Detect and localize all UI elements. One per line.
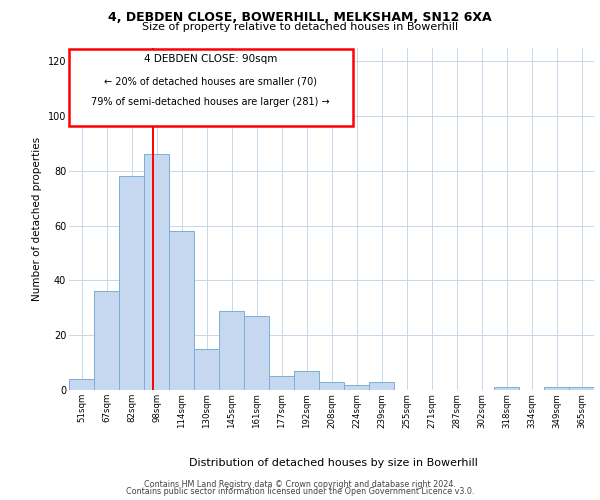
Bar — [319, 382, 344, 390]
Bar — [494, 388, 519, 390]
Bar — [344, 384, 369, 390]
Text: 4, DEBDEN CLOSE, BOWERHILL, MELKSHAM, SN12 6XA: 4, DEBDEN CLOSE, BOWERHILL, MELKSHAM, SN… — [108, 11, 492, 24]
Text: Size of property relative to detached houses in Bowerhill: Size of property relative to detached ho… — [142, 22, 458, 32]
Bar — [269, 376, 294, 390]
Bar — [294, 371, 319, 390]
Bar — [569, 388, 594, 390]
Text: ← 20% of detached houses are smaller (70): ← 20% of detached houses are smaller (70… — [104, 76, 317, 86]
FancyBboxPatch shape — [69, 49, 353, 126]
Text: 4 DEBDEN CLOSE: 90sqm: 4 DEBDEN CLOSE: 90sqm — [144, 54, 277, 64]
Text: Distribution of detached houses by size in Bowerhill: Distribution of detached houses by size … — [188, 458, 478, 468]
Bar — [119, 176, 144, 390]
Bar — [219, 310, 244, 390]
Bar — [544, 388, 569, 390]
Bar — [194, 349, 219, 390]
Bar — [244, 316, 269, 390]
Bar — [369, 382, 394, 390]
Bar — [144, 154, 169, 390]
Text: Contains public sector information licensed under the Open Government Licence v3: Contains public sector information licen… — [126, 487, 474, 496]
Y-axis label: Number of detached properties: Number of detached properties — [32, 136, 42, 301]
Text: Contains HM Land Registry data © Crown copyright and database right 2024.: Contains HM Land Registry data © Crown c… — [144, 480, 456, 489]
Text: 79% of semi-detached houses are larger (281) →: 79% of semi-detached houses are larger (… — [91, 97, 330, 107]
Bar — [169, 231, 194, 390]
Bar — [94, 292, 119, 390]
Bar — [69, 379, 94, 390]
